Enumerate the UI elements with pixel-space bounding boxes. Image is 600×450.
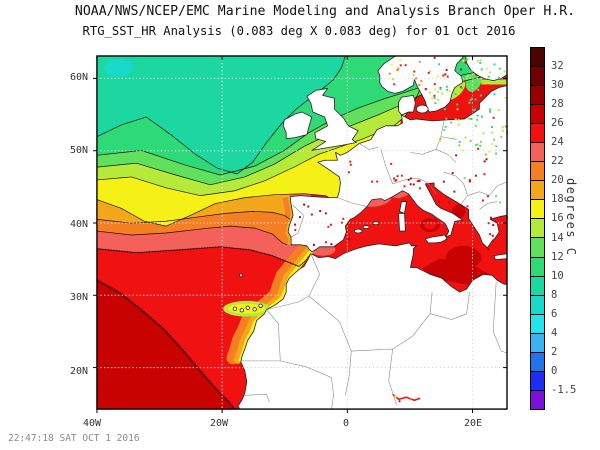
colorbar-unit-label: degrees C — [564, 178, 578, 257]
colorbar-tick-label: 22 — [551, 155, 564, 168]
colorbar-segment-8-10 — [531, 276, 544, 296]
colorbar-segment-12-14 — [531, 238, 544, 258]
colorbar-tick-label: 12 — [551, 250, 564, 263]
colorbar-tick-label: 10 — [551, 269, 564, 282]
colorbar-tick-label: 8 — [551, 288, 558, 301]
lon-tick-label: 20E — [463, 418, 483, 429]
colorbar-segment-4-6 — [531, 314, 544, 334]
colorbar-tick-label: -1.5 — [551, 384, 577, 397]
lat-tick-label: 50N — [69, 145, 88, 157]
colorbar-segment-24-26 — [531, 124, 544, 144]
colorbar-tick-label: 18 — [551, 193, 564, 206]
lat-tick-label: 30N — [69, 292, 88, 304]
colorbar — [530, 47, 545, 410]
lon-tick-label: 0 — [342, 418, 350, 429]
colorbar-tick-label: 24 — [551, 136, 564, 149]
lat-tick-label: 40N — [69, 218, 88, 230]
colorbar-tick-label: 30 — [551, 78, 564, 91]
colorbar-tick-label: 4 — [551, 327, 558, 340]
colorbar-segment-16-18 — [531, 200, 544, 220]
colorbar-tick-label: 28 — [551, 97, 564, 110]
colorbar-segment-18-20 — [531, 181, 544, 201]
colorbar-segment-30-32 — [531, 67, 544, 87]
colorbar-tick-label: 2 — [551, 346, 558, 359]
colorbar-segment-14-16 — [531, 219, 544, 239]
colorbar-tick-label: 32 — [551, 59, 564, 72]
colorbar-segment-0-2 — [531, 352, 544, 372]
colorbar-segment--1.5-0 — [531, 371, 544, 391]
colorbar-segment-22-24 — [531, 143, 544, 163]
colorbar-tick-label: 20 — [551, 174, 564, 187]
page-title: NOAA/NWS/NCEP/EMC Marine Modeling and An… — [74, 4, 576, 19]
lat-tick-label: 20N — [69, 365, 88, 377]
generation-timestamp: 22:47:18 SAT OCT 1 2016 — [8, 433, 140, 444]
colorbar-tick-label: 6 — [551, 307, 558, 320]
chart-subtitle: RTG_SST_HR Analysis (0.083 deg X 0.083 d… — [82, 24, 516, 38]
colorbar-tick-label: 26 — [551, 116, 564, 129]
sst-map — [92, 55, 508, 414]
colorbar-segment-<-1.5 — [531, 390, 544, 409]
colorbar-segment->32 — [531, 48, 544, 68]
colorbar-segment-20-22 — [531, 162, 544, 182]
colorbar-tick-label: 16 — [551, 212, 564, 225]
colorbar-tick-label: 14 — [551, 231, 564, 244]
colorbar-segment-6-8 — [531, 295, 544, 315]
colorbar-segment-26-28 — [531, 105, 544, 125]
lon-tick-label: 20W — [209, 418, 229, 429]
lat-tick-label: 60N — [69, 71, 88, 83]
colorbar-tick-label: 0 — [551, 365, 558, 378]
lon-tick-label: 40W — [82, 418, 102, 429]
colorbar-segment-10-12 — [531, 257, 544, 277]
colorbar-segment-2-4 — [531, 333, 544, 353]
colorbar-segment-28-30 — [531, 86, 544, 106]
